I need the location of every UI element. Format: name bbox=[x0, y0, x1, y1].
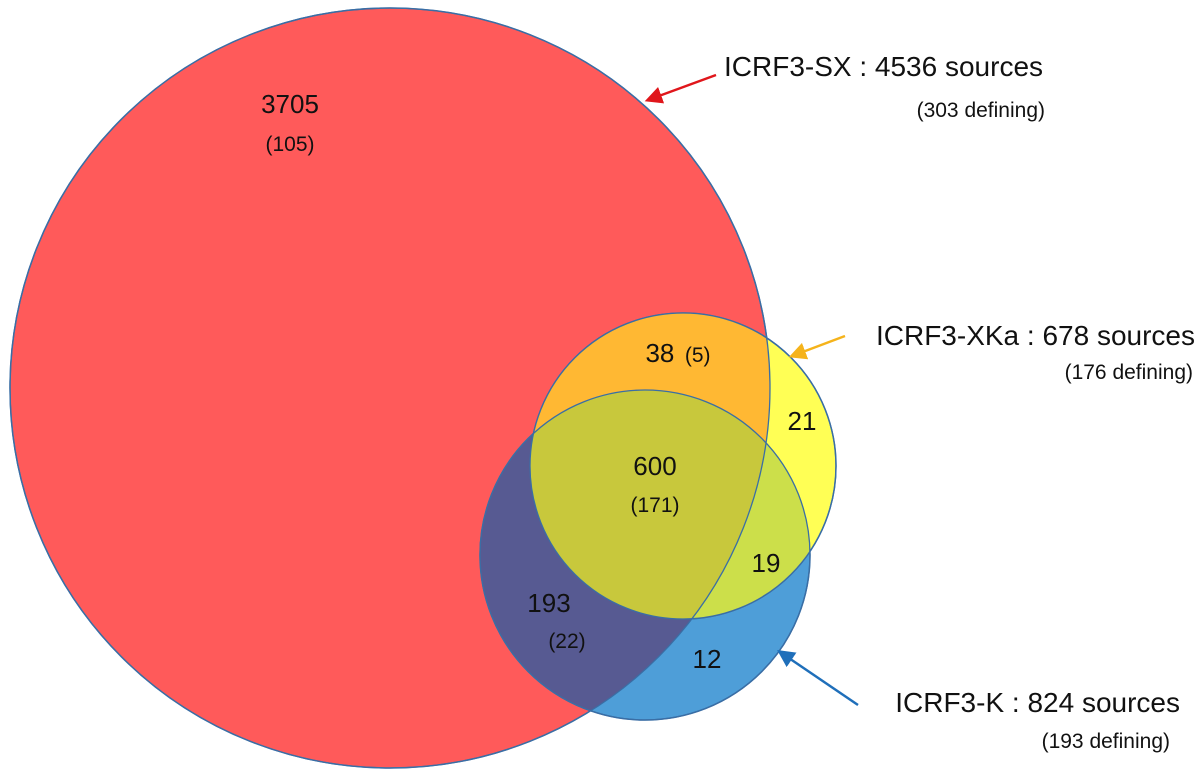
k-outline bbox=[479, 389, 811, 721]
sx-k-count: 193 bbox=[527, 588, 570, 618]
sx-only-count: 3705 bbox=[261, 89, 319, 119]
sx-subtitle: (303 defining) bbox=[917, 99, 1045, 122]
xka-arrow bbox=[788, 334, 846, 360]
all-three-defining: (171) bbox=[630, 494, 679, 517]
sx-only-defining: (105) bbox=[265, 133, 314, 156]
k-arrow bbox=[777, 650, 859, 707]
xka-k-count: 19 bbox=[752, 548, 781, 578]
all-three-count: 600 bbox=[633, 451, 676, 481]
svg-text:38 (5): 38 (5) bbox=[645, 338, 710, 368]
k-only-count: 12 bbox=[693, 644, 722, 674]
xka-outline bbox=[529, 312, 837, 620]
k-subtitle: (193 defining) bbox=[1042, 730, 1170, 753]
sx-xka-defining: (5) bbox=[685, 344, 711, 367]
sx-title: ICRF3-SX : 4536 sources bbox=[724, 51, 1043, 82]
sx-arrow bbox=[644, 73, 717, 104]
sx-k-defining: (22) bbox=[548, 630, 585, 653]
xka-subtitle: (176 defining) bbox=[1065, 361, 1193, 384]
xka-only-count: 21 bbox=[788, 406, 817, 436]
sx-outline bbox=[9, 7, 771, 769]
sx-xka-count: 38 bbox=[645, 338, 674, 368]
k-title: ICRF3-K : 824 sources bbox=[895, 687, 1180, 718]
xka-title: ICRF3-XKa : 678 sources bbox=[876, 320, 1195, 351]
